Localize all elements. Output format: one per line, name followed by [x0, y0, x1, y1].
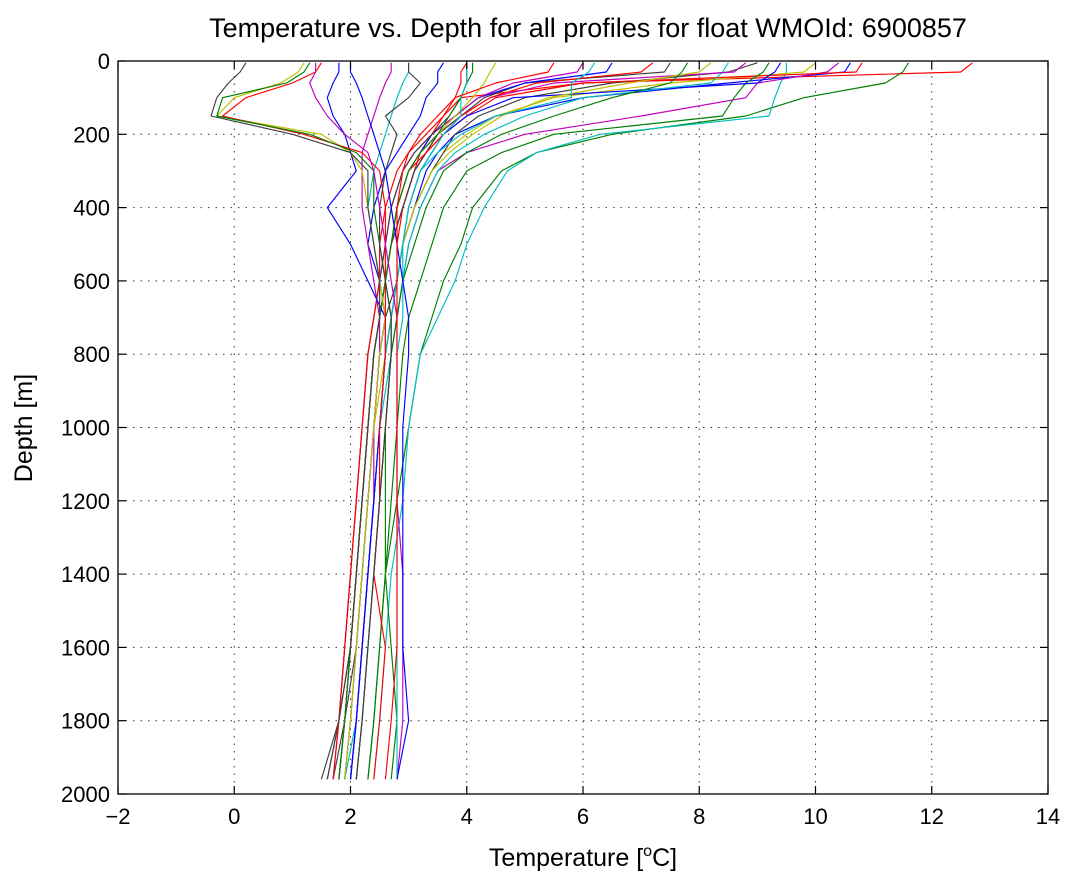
y-tick-label: 800 — [73, 342, 110, 367]
y-axis-label: Depth [m] — [10, 374, 38, 482]
x-tick-label: 0 — [228, 804, 240, 829]
y-tick-label: 600 — [73, 269, 110, 294]
y-tick-label: 0 — [98, 49, 110, 74]
y-tick-label: 200 — [73, 122, 110, 147]
y-tick-label: 2000 — [61, 782, 110, 807]
profile-line-32 — [355, 62, 421, 780]
x-tick-label: 14 — [1036, 804, 1060, 829]
x-axis-label: Temperature [oC] — [489, 843, 677, 872]
y-tick-label: 1600 — [61, 635, 110, 660]
y-tick-label: 1200 — [61, 489, 110, 514]
x-tick-labels: −2 0 2 4 6 8 10 12 14 — [105, 804, 1060, 829]
x-tick-label: −2 — [105, 804, 130, 829]
profile-line-29 — [210, 62, 381, 780]
y-tick-label: 400 — [73, 196, 110, 221]
y-tick-label: 1000 — [61, 416, 110, 441]
x-axis-label-tail: C] — [652, 844, 677, 872]
y-tick-label: 1800 — [61, 709, 110, 734]
profile-line-27 — [326, 62, 386, 780]
x-axis-label-main: Temperature [ — [489, 844, 643, 872]
chart-title: Temperature vs. Depth for all profiles f… — [209, 13, 967, 43]
grid-lines — [118, 61, 1048, 794]
x-tick-label: 6 — [577, 804, 589, 829]
profile-line-36 — [384, 62, 555, 780]
x-tick-label: 2 — [344, 804, 356, 829]
axis-ticks — [117, 60, 1049, 795]
x-tick-label: 12 — [920, 804, 944, 829]
profile-line-3 — [373, 62, 787, 780]
y-tick-labels: 0 200 400 600 800 1000 1200 1400 1600 1800 2000 — [61, 49, 110, 807]
x-tick-label: 4 — [461, 804, 473, 829]
x-axis-label-sup: o — [643, 843, 652, 860]
x-tick-label: 10 — [803, 804, 827, 829]
profiles-layer — [210, 62, 973, 780]
x-tick-label: 8 — [693, 804, 705, 829]
y-tick-label: 1400 — [61, 562, 110, 587]
